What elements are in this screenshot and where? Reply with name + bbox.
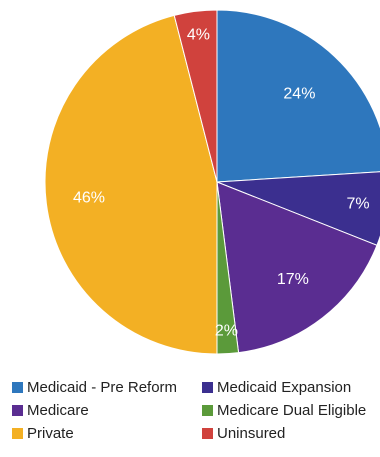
legend-swatch-0 xyxy=(12,381,23,393)
pie-slice-2 xyxy=(216,181,378,354)
legend-item-2: Medicare xyxy=(12,401,202,419)
legend-label-0: Medicaid - Pre Reform xyxy=(27,378,178,396)
slice-label-2: 17% xyxy=(277,271,309,288)
legend-label-3: Medicare Dual Eligible xyxy=(217,401,367,419)
pie-slice-0 xyxy=(216,9,380,183)
legend-swatch-5 xyxy=(202,427,213,439)
pie-slice-4 xyxy=(44,14,218,355)
slice-label-1: 7% xyxy=(346,196,369,213)
legend-item-1: Medicaid Expansion xyxy=(202,378,380,396)
legend-label-5: Uninsured xyxy=(217,424,286,442)
slice-label-3: 2% xyxy=(215,323,238,340)
legend-swatch-1 xyxy=(202,381,213,393)
legend-swatch-2 xyxy=(12,404,23,416)
pie-svg: 24% 7% 17% 2% 46% 4% xyxy=(44,9,380,355)
pie-chart: 24% 7% 17% 2% 46% 4% xyxy=(44,9,380,355)
legend-swatch-3 xyxy=(202,404,213,416)
slice-label-5: 4% xyxy=(187,26,210,43)
legend-label-2: Medicare xyxy=(27,401,89,419)
legend-label-1: Medicaid Expansion xyxy=(217,378,352,396)
legend-label-4: Private xyxy=(27,424,74,442)
legend-item-0: Medicaid - Pre Reform xyxy=(12,378,202,396)
legend-item-3: Medicare Dual Eligible xyxy=(202,401,380,419)
slice-label-0: 24% xyxy=(283,85,315,102)
legend-item-4: Private xyxy=(12,424,202,442)
legend-item-5: Uninsured xyxy=(202,424,380,442)
legend-swatch-4 xyxy=(12,427,23,439)
pie-slice-5 xyxy=(173,9,218,183)
slice-label-4: 46% xyxy=(73,189,105,206)
legend: Medicaid - Pre Reform Medicaid Expansion M… xyxy=(12,378,380,442)
